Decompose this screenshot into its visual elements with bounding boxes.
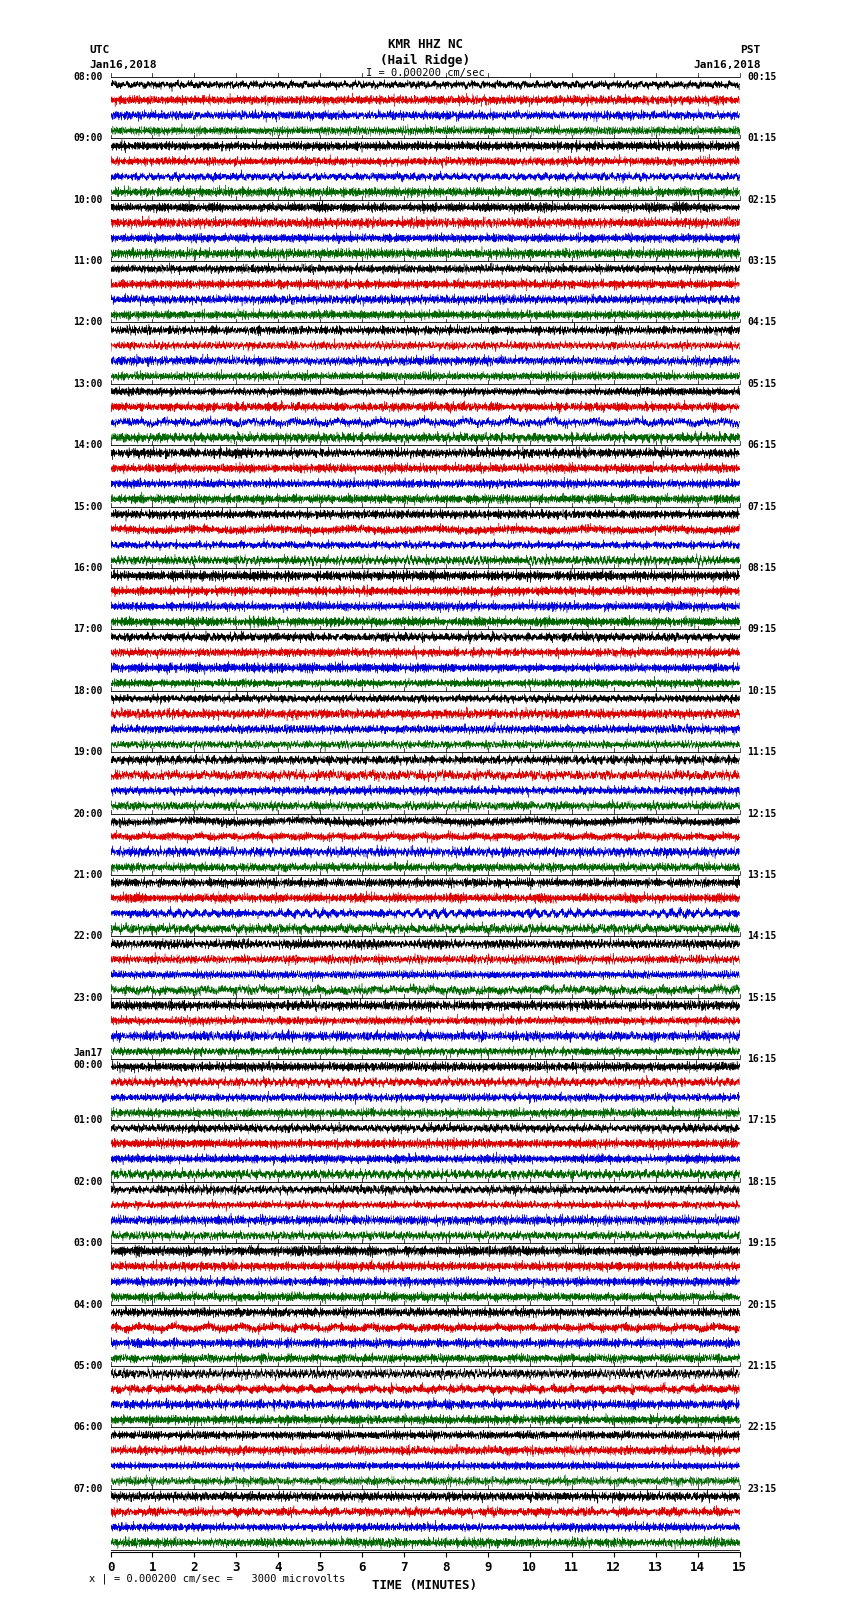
Text: Jan17
00:00: Jan17 00:00 [74, 1048, 103, 1069]
Text: 22:15: 22:15 [747, 1423, 776, 1432]
Text: 12:00: 12:00 [74, 318, 103, 327]
Text: 05:15: 05:15 [747, 379, 776, 389]
Text: 16:00: 16:00 [74, 563, 103, 573]
Text: 07:00: 07:00 [74, 1484, 103, 1494]
Text: 03:15: 03:15 [747, 256, 776, 266]
Text: 17:00: 17:00 [74, 624, 103, 634]
Text: 18:15: 18:15 [747, 1177, 776, 1187]
Text: 06:00: 06:00 [74, 1423, 103, 1432]
Text: 05:00: 05:00 [74, 1361, 103, 1371]
Text: 02:00: 02:00 [74, 1177, 103, 1187]
Text: 15:15: 15:15 [747, 992, 776, 1003]
Text: 01:15: 01:15 [747, 134, 776, 144]
Text: 12:15: 12:15 [747, 808, 776, 818]
Title: KMR HHZ NC
(Hail Ridge): KMR HHZ NC (Hail Ridge) [380, 39, 470, 66]
Text: 07:15: 07:15 [747, 502, 776, 511]
Text: 13:15: 13:15 [747, 869, 776, 881]
Text: 20:15: 20:15 [747, 1300, 776, 1310]
Text: Jan16,2018: Jan16,2018 [89, 60, 156, 69]
Text: 10:15: 10:15 [747, 686, 776, 695]
Text: 21:15: 21:15 [747, 1361, 776, 1371]
Text: 04:00: 04:00 [74, 1300, 103, 1310]
Text: 06:15: 06:15 [747, 440, 776, 450]
Text: 17:15: 17:15 [747, 1116, 776, 1126]
Text: UTC: UTC [89, 45, 110, 55]
Text: 04:15: 04:15 [747, 318, 776, 327]
Text: 19:00: 19:00 [74, 747, 103, 756]
Text: 23:15: 23:15 [747, 1484, 776, 1494]
Text: x | = 0.000200 cm/sec =   3000 microvolts: x | = 0.000200 cm/sec = 3000 microvolts [89, 1573, 345, 1584]
Text: 11:15: 11:15 [747, 747, 776, 756]
Text: 18:00: 18:00 [74, 686, 103, 695]
Text: 14:00: 14:00 [74, 440, 103, 450]
X-axis label: TIME (MINUTES): TIME (MINUTES) [372, 1579, 478, 1592]
Text: 09:15: 09:15 [747, 624, 776, 634]
Text: 08:00: 08:00 [74, 73, 103, 82]
Text: 19:15: 19:15 [747, 1239, 776, 1248]
Text: 23:00: 23:00 [74, 992, 103, 1003]
Text: 21:00: 21:00 [74, 869, 103, 881]
Text: 14:15: 14:15 [747, 931, 776, 942]
Text: 00:15: 00:15 [747, 73, 776, 82]
Text: 09:00: 09:00 [74, 134, 103, 144]
Text: 13:00: 13:00 [74, 379, 103, 389]
Text: 22:00: 22:00 [74, 931, 103, 942]
Text: PST: PST [740, 45, 761, 55]
Text: 15:00: 15:00 [74, 502, 103, 511]
Text: 20:00: 20:00 [74, 808, 103, 818]
Text: 08:15: 08:15 [747, 563, 776, 573]
Text: Jan16,2018: Jan16,2018 [694, 60, 761, 69]
Text: 02:15: 02:15 [747, 195, 776, 205]
Text: 01:00: 01:00 [74, 1116, 103, 1126]
Text: 11:00: 11:00 [74, 256, 103, 266]
Text: 03:00: 03:00 [74, 1239, 103, 1248]
Text: 16:15: 16:15 [747, 1055, 776, 1065]
Text: 10:00: 10:00 [74, 195, 103, 205]
Text: I = 0.000200 cm/sec: I = 0.000200 cm/sec [366, 68, 484, 77]
